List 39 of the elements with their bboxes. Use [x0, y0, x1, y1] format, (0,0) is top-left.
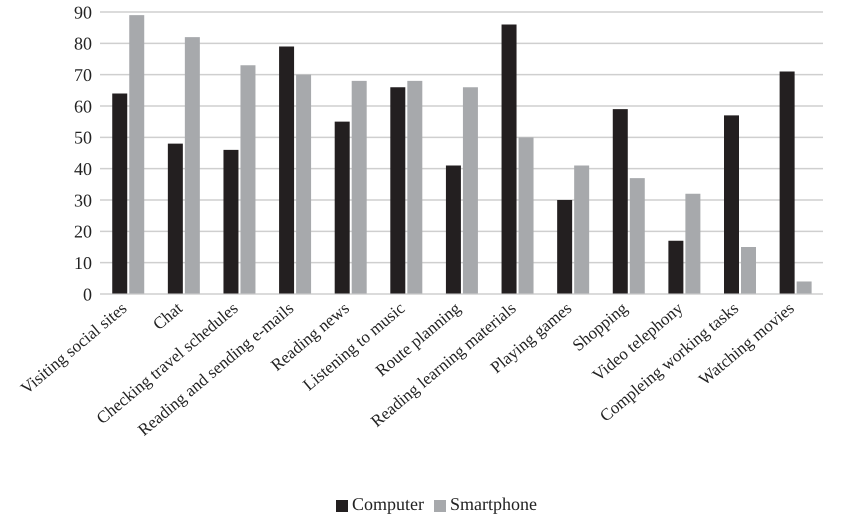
bar [334, 122, 350, 294]
bar [223, 150, 238, 294]
bar [724, 115, 740, 294]
bar [462, 87, 478, 294]
bar [112, 93, 128, 294]
bar [518, 137, 534, 294]
bar [612, 109, 628, 294]
bar [279, 46, 294, 294]
bar [796, 281, 812, 294]
bar [685, 194, 700, 294]
y-tick-label: 60 [74, 96, 92, 116]
bar [668, 240, 684, 294]
y-tick-label: 40 [74, 159, 92, 180]
bar [240, 65, 256, 294]
bar [296, 74, 312, 294]
bar [184, 37, 200, 294]
bar [557, 200, 572, 294]
bar [780, 72, 795, 294]
y-tick-label: 0 [83, 284, 92, 304]
bar [502, 24, 517, 294]
y-tick-label: 30 [74, 190, 92, 210]
y-tick-label: 10 [74, 253, 92, 274]
bar [446, 166, 461, 294]
bar [741, 247, 756, 294]
bar [407, 80, 422, 294]
y-tick-label: 90 [74, 2, 92, 22]
y-tick-label: 50 [74, 128, 92, 148]
bar [168, 144, 183, 294]
bar [129, 15, 144, 294]
x-tick-label: Chat [149, 298, 186, 334]
y-tick-label: 20 [74, 222, 92, 242]
legend-label: Smartphone [450, 494, 537, 514]
bar [630, 178, 645, 294]
bar [390, 87, 406, 294]
bar [352, 80, 367, 294]
legend-label: Computer [352, 494, 424, 514]
bar [574, 166, 590, 294]
y-tick-label: 80 [74, 34, 92, 54]
y-tick-label: 70 [74, 65, 92, 86]
